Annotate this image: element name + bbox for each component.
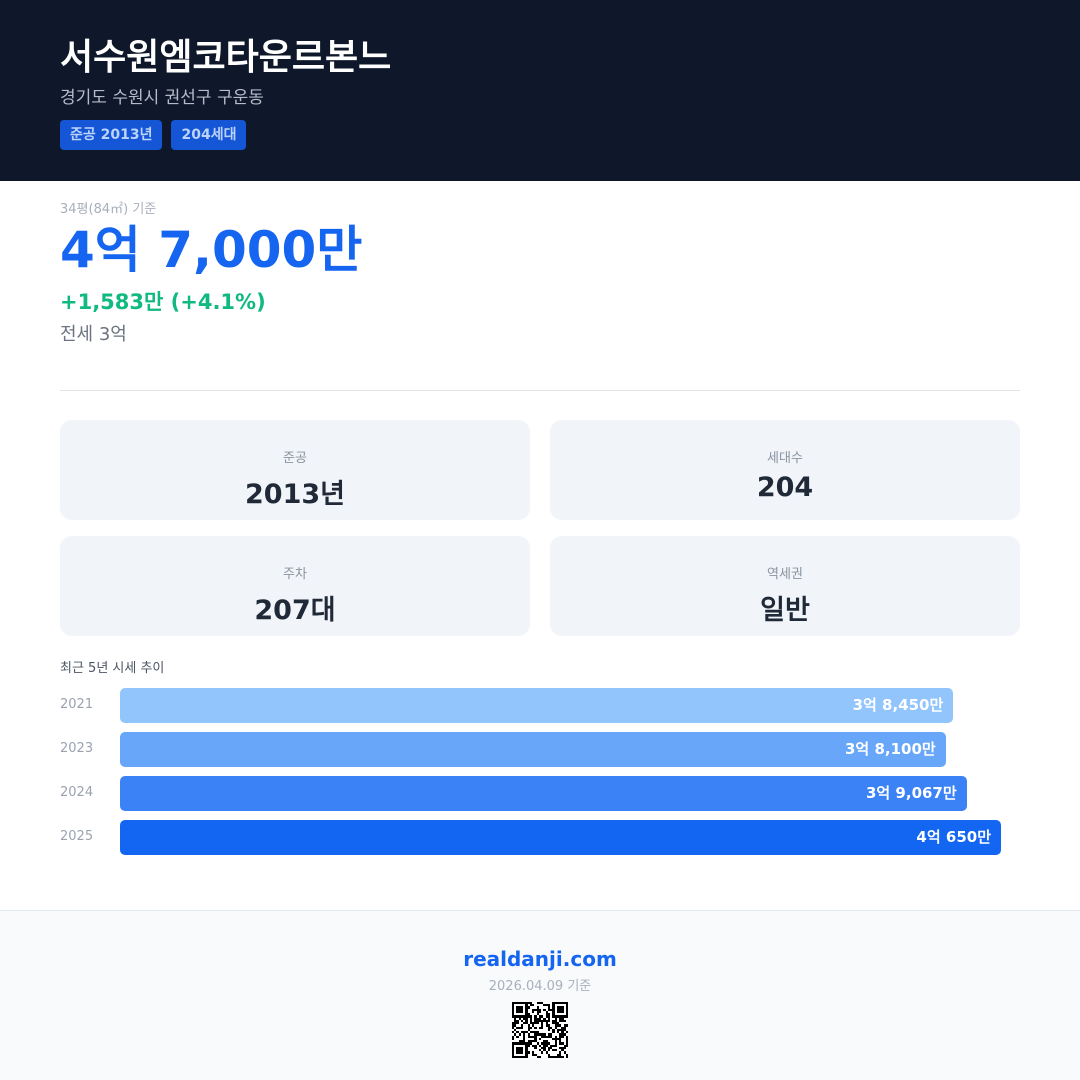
card-value: 204 <box>756 472 814 503</box>
bar: 3억 8,450만 <box>120 688 954 723</box>
bar-year: 2025 <box>60 829 94 844</box>
card-label: 준공 <box>283 451 307 466</box>
card-built: 준공 2013년 <box>60 420 530 520</box>
card-label: 역세권 <box>767 567 803 582</box>
price-change: +1,583만 (+4.1%) <box>60 290 266 314</box>
bar-row: 2025 4억 650만 <box>60 820 1020 855</box>
complex-title: 서수원엠코타운르본느 <box>60 37 392 78</box>
site-link[interactable]: realdanji.com <box>463 947 617 971</box>
bar-row: 2023 3억 8,100만 <box>60 732 1020 767</box>
card-households: 세대수 204 <box>550 420 1020 520</box>
bar: 3억 8,100만 <box>120 732 946 767</box>
card-value: 207대 <box>254 595 336 626</box>
jeonse-price: 전세 3억 <box>60 324 127 345</box>
card-parking: 주차 207대 <box>60 536 530 636</box>
bar: 3억 9,067만 <box>120 776 967 811</box>
header: 서수원엠코타운르본느 경기도 수원시 권선구 구운동 준공 2013년 204세… <box>0 0 1080 181</box>
current-price: 4억 7,000만 <box>60 221 363 279</box>
bar: 4억 650만 <box>120 820 1001 855</box>
badge-built-year: 준공 2013년 <box>60 120 163 150</box>
bar-year: 2023 <box>60 741 94 756</box>
address: 경기도 수원시 권선구 구운동 <box>60 88 264 108</box>
badge-households: 204세대 <box>171 120 247 150</box>
footer: realdanji.com 2026.04.09 기준 <box>0 910 1080 1080</box>
bar-year: 2021 <box>60 697 94 712</box>
card-label: 주차 <box>283 567 307 582</box>
bar-row: 2021 3억 8,450만 <box>60 688 1020 723</box>
reference-date: 2026.04.09 기준 <box>488 979 592 994</box>
card-value: 일반 <box>760 595 810 626</box>
trend-title: 최근 5년 시세 추이 <box>60 661 165 676</box>
price-basis: 34평(84㎡) 기준 <box>60 202 157 217</box>
card-label: 세대수 <box>767 451 803 466</box>
qr-code-icon <box>512 1002 568 1058</box>
card-value: 2013년 <box>245 479 345 510</box>
bar-year: 2024 <box>60 785 94 800</box>
divider <box>60 390 1020 391</box>
bar-row: 2024 3억 9,067만 <box>60 776 1020 811</box>
